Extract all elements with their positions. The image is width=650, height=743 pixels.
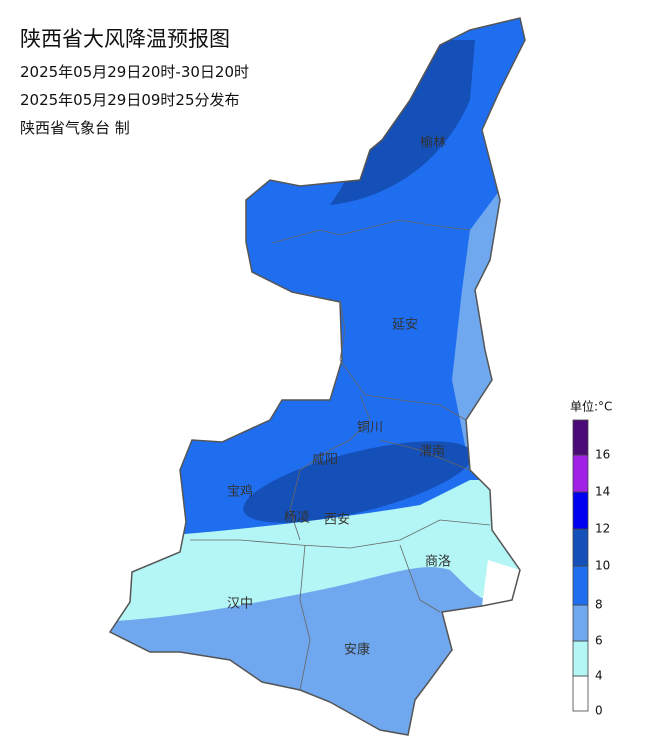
city-label: 咸阳 — [312, 453, 338, 468]
legend-swatch — [572, 419, 589, 456]
issued: 2025年05月29日09时25分发布 — [20, 91, 240, 109]
issuer: 陕西省气象台 制 — [20, 119, 130, 137]
city-label: 安康 — [344, 642, 370, 658]
legend-label: 0 — [595, 704, 603, 718]
period: 2025年05月29日20时-30日20时 — [20, 63, 249, 81]
legend-label: 4 — [595, 669, 603, 683]
city-label: 宝鸡 — [227, 484, 253, 500]
legend-swatch — [572, 491, 589, 530]
city-label: 延安 — [392, 318, 418, 333]
legend-swatch — [572, 565, 589, 606]
boundaries — [190, 219, 491, 691]
legend-label: 14 — [595, 485, 610, 499]
legend-label: 16 — [595, 448, 610, 462]
legend-swatch — [572, 604, 589, 642]
city-label: 铜川 — [357, 421, 383, 436]
city-label: 商洛 — [425, 555, 451, 570]
legend-label: 12 — [595, 522, 610, 536]
city-label: 榆林 — [420, 136, 446, 151]
city-label: 杨凌 — [284, 511, 310, 526]
city-label: 西安 — [324, 513, 350, 528]
legend-label: 6 — [595, 634, 603, 648]
city-label: 渭南 — [419, 444, 445, 460]
legend-swatch — [572, 675, 589, 712]
city-label: 汉中 — [227, 597, 253, 612]
legend-swatch — [572, 640, 589, 677]
title: 陕西省大风降温预报图 — [20, 27, 230, 51]
legend-swatch — [572, 454, 589, 493]
legend: 0 4 6 8 10 12 14 16 — [572, 419, 610, 718]
legend-swatch — [572, 528, 589, 567]
legend-label: 8 — [595, 598, 603, 612]
legend-unit: 单位:°C — [570, 399, 612, 414]
legend-label: 10 — [595, 559, 610, 573]
